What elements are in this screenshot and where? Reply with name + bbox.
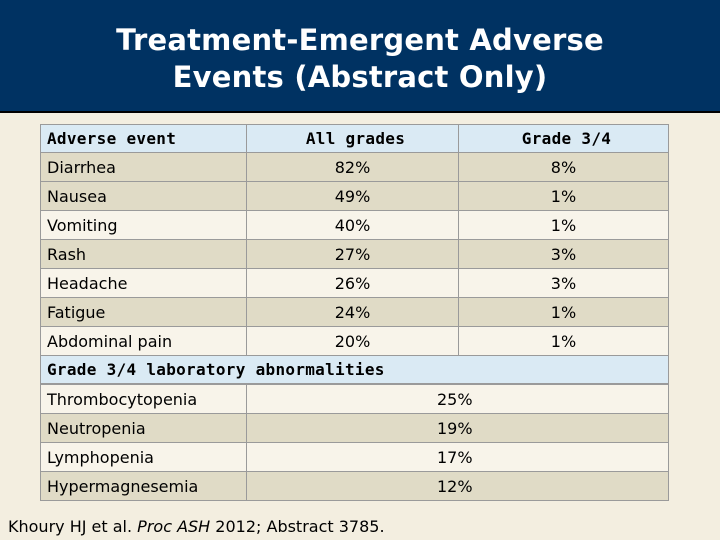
all-grades-value: 26% [246, 268, 459, 298]
adverse-events-table: Adverse event All grades Grade 3/4 Diarr… [40, 124, 669, 384]
citation-authors: Khoury HJ et al. [8, 517, 133, 536]
title-bar: Treatment-Emergent Adverse Events (Abstr… [0, 0, 720, 113]
slide-title-line-1: Treatment-Emergent Adverse [116, 23, 604, 57]
grade-3-4-value: 1% [458, 297, 669, 327]
grade-3-4-value: 8% [458, 152, 669, 182]
header-grade-3-4: Grade 3/4 [458, 124, 669, 153]
table-row: Headache 26% 3% [40, 268, 669, 298]
table-row: Nausea 49% 1% [40, 181, 669, 211]
event-name: Vomiting [40, 210, 247, 240]
header-all-grades: All grades [246, 124, 459, 153]
table-header-row: Adverse event All grades Grade 3/4 [40, 124, 669, 153]
table-row: Fatigue 24% 1% [40, 297, 669, 327]
lab-value: 19% [437, 418, 473, 438]
all-grades-value: 24% [246, 297, 459, 327]
table-row: Thrombocytopenia 25% [40, 384, 669, 414]
table-row: Vomiting 40% 1% [40, 210, 669, 240]
table-row: Lymphopenia 17% [40, 442, 669, 472]
event-name: Abdominal pain [40, 326, 247, 356]
header-adverse-event: Adverse event [40, 124, 247, 153]
table-row: Diarrhea 82% 8% [40, 152, 669, 182]
lab-abnormalities-header-row: Grade 3/4 laboratory abnormalities [40, 355, 669, 384]
table-row: Rash 27% 3% [40, 239, 669, 269]
all-grades-value: 49% [246, 181, 459, 211]
event-name: Diarrhea [40, 152, 247, 182]
lab-value: 12% [437, 476, 473, 496]
lab-abnormalities-table: Thrombocytopenia 25% Neutropenia 19% Lym… [40, 384, 669, 501]
all-grades-value: 82% [246, 152, 459, 182]
citation: Khoury HJ et al. Proc ASH 2012; Abstract… [8, 517, 385, 536]
grade-3-4-value: 3% [458, 239, 669, 269]
all-grades-value: 20% [246, 326, 459, 356]
event-name: Rash [40, 239, 247, 269]
lab-name: Neutropenia [40, 413, 247, 443]
grade-3-4-value: 1% [458, 210, 669, 240]
event-name: Fatigue [40, 297, 247, 327]
all-grades-value: 40% [246, 210, 459, 240]
lab-name: Thrombocytopenia [40, 384, 247, 414]
citation-details: 2012; Abstract 3785. [215, 517, 385, 536]
all-grades-value: 27% [246, 239, 459, 269]
table-row: Hypermagnesemia 12% [40, 471, 669, 501]
lab-name: Hypermagnesemia [40, 471, 247, 501]
grade-3-4-value: 1% [458, 181, 669, 211]
event-name: Nausea [40, 181, 247, 211]
grade-3-4-value: 3% [458, 268, 669, 298]
lab-abnormalities-header: Grade 3/4 laboratory abnormalities [40, 355, 669, 384]
lab-value: 25% [437, 389, 473, 409]
event-name: Headache [40, 268, 247, 298]
table-row: Abdominal pain 20% 1% [40, 326, 669, 356]
lab-value: 17% [437, 447, 473, 467]
table-row: Neutropenia 19% [40, 413, 669, 443]
slide-title-line-2: Events (Abstract Only) [172, 60, 548, 94]
citation-journal: Proc ASH [137, 517, 211, 536]
grade-3-4-value: 1% [458, 326, 669, 356]
lab-name: Lymphopenia [40, 442, 247, 472]
